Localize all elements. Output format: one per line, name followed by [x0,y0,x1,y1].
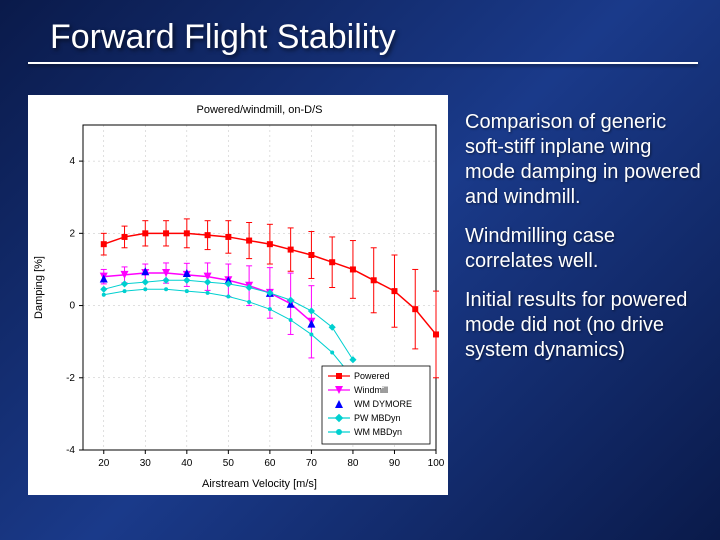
chart-container: 20 30 40 50 60 70 80 90 100 -4 -2 0 2 4 Airstream Velo… [28,95,448,495]
svg-text:70: 70 [306,458,318,469]
svg-text:80: 80 [347,458,359,469]
svg-text:50: 50 [223,458,235,469]
svg-text:Powered/windmill, on-D/S: Powered/windmill, on-D/S [197,104,323,116]
svg-text:Powered: Powered [354,371,390,381]
bullet-list: Comparison of generic soft-stiff inplane… [465,110,705,377]
svg-text:WM DYMORE: WM DYMORE [354,399,412,409]
svg-text:4: 4 [69,156,75,167]
svg-text:Airstream Velocity [m/s]: Airstream Velocity [m/s] [202,478,317,490]
bullet-2: Windmilling case correlates well. [465,224,705,274]
svg-text:60: 60 [264,458,276,469]
title-underline [28,62,698,64]
svg-text:40: 40 [181,458,193,469]
slide-title: Forward Flight Stability [50,18,396,57]
bullet-1: Comparison of generic soft-stiff inplane… [465,110,705,210]
svg-text:90: 90 [389,458,401,469]
svg-text:Damping [%]: Damping [%] [33,256,45,319]
svg-text:0: 0 [69,301,75,312]
svg-text:100: 100 [428,458,445,469]
svg-text:Windmill: Windmill [354,385,388,395]
slide: Forward Flight Stability 203040506070809… [0,0,720,540]
svg-text:2: 2 [69,228,75,239]
svg-text:PW MBDyn: PW MBDyn [354,413,401,423]
svg-text:-4: -4 [66,445,75,456]
svg-text:-2: -2 [66,373,75,384]
svg-text:20: 20 [98,458,110,469]
svg-text:30: 30 [140,458,152,469]
bullet-3: Initial results for powered mode did not… [465,288,705,363]
damping-chart: 20 30 40 50 60 70 80 90 100 -4 -2 0 2 4 Airstream Velo… [28,95,448,495]
svg-text:WM MBDyn: WM MBDyn [354,427,402,437]
